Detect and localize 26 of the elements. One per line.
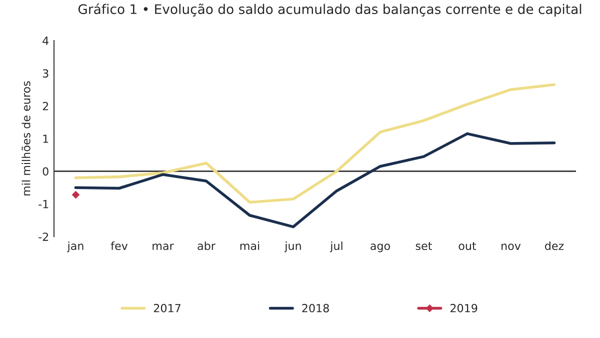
legend-label: 2019 <box>450 304 478 312</box>
x-tick-label: fev <box>110 241 128 250</box>
line-series <box>74 132 556 228</box>
legend-label: 2018 <box>302 304 329 312</box>
y-axis-title: mil milhões de euros <box>22 81 30 196</box>
chart-title: Gráfico 1 • Evolução do saldo acumulado das balanças corrente e de capital <box>78 3 582 17</box>
y-tick-label: 1 <box>43 134 48 143</box>
x-tick-label: jun <box>284 241 301 252</box>
x-tick-label: abr <box>198 241 216 250</box>
y-tick-label: -1 <box>38 200 48 208</box>
x-tick-label: jul <box>330 241 342 252</box>
y-tick-label: 4 <box>42 36 49 45</box>
x-tick-label: set <box>416 242 432 250</box>
y-tick-label: 0 <box>42 167 48 176</box>
legend-label: 2017 <box>154 304 180 312</box>
x-tick-label: dez <box>545 241 564 250</box>
x-tick-label: mai <box>240 241 260 250</box>
x-tick-label: mar <box>152 244 174 250</box>
x-tick-label: jan <box>67 241 84 252</box>
line-series <box>74 83 556 204</box>
y-tick-label: -2 <box>38 232 48 241</box>
x-tick-label: out <box>458 242 476 250</box>
y-tick-label: 2 <box>42 102 48 110</box>
x-tick-label: nov <box>502 244 521 250</box>
y-tick-label: 3 <box>42 69 48 78</box>
x-tick-label: ago <box>370 244 390 252</box>
